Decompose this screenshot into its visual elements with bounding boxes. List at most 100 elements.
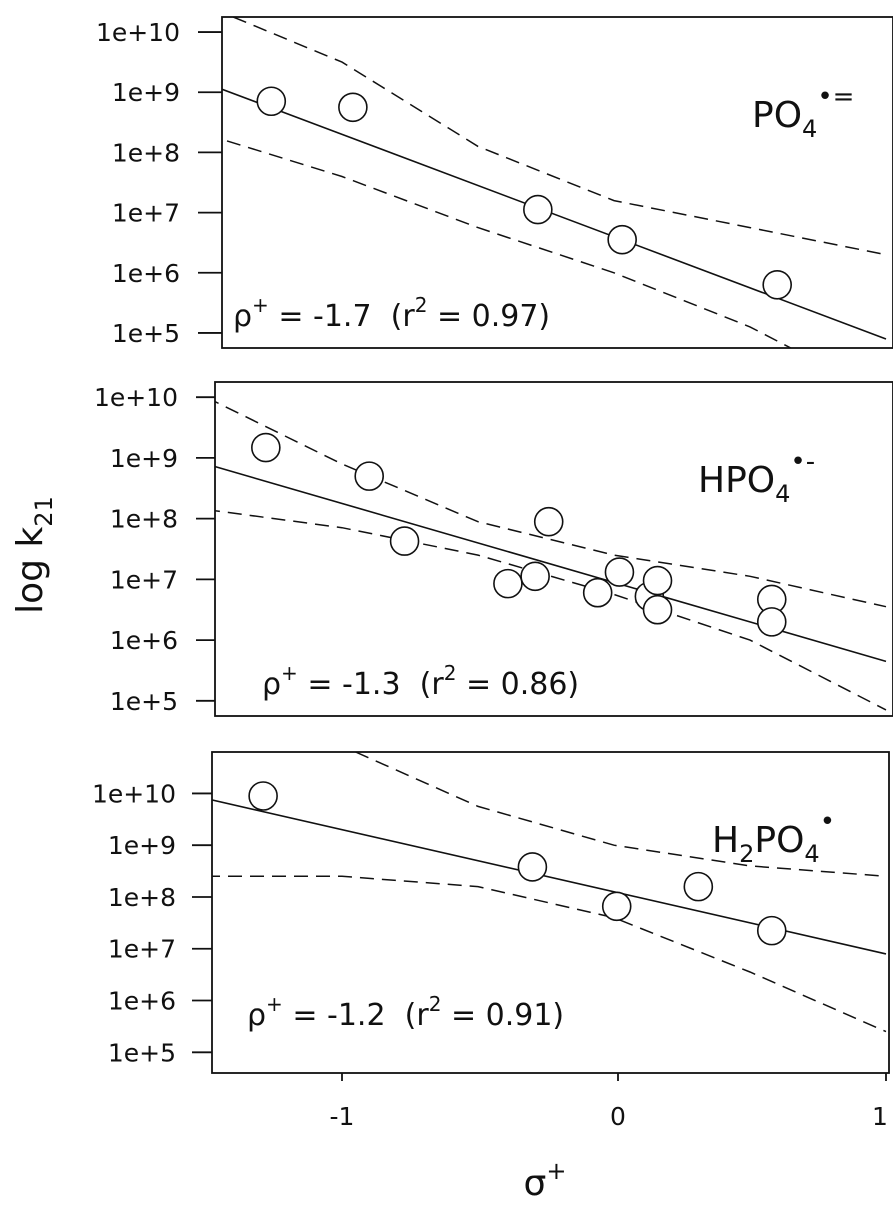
- species-label: HPO4•-: [698, 447, 815, 508]
- y-tick-label: 1e+9: [110, 444, 178, 473]
- species-label: PO4•=: [752, 82, 854, 143]
- data-point: [493, 568, 523, 599]
- annotation-gap: [386, 998, 405, 1033]
- data-point: [251, 432, 281, 463]
- fit-annotation: ρ+ = -1.3 (r2 = 0.86): [262, 661, 579, 702]
- x-tick-label: 0: [610, 1102, 626, 1131]
- y-axis-title: log k21: [10, 496, 58, 614]
- confidence-band-upper: [215, 400, 887, 608]
- rho-symbol: ρ: [233, 299, 252, 334]
- species-base: PO: [752, 95, 802, 136]
- data-point: [533, 506, 564, 537]
- species-base: H: [712, 820, 739, 861]
- r-label: (r: [420, 667, 445, 702]
- rho-value: = -1.7: [269, 299, 372, 334]
- panel-2: 1e+5 1e+6 1e+7 1e+8 1e+9 1e+10 HPO4•- ρ+ = -1.3…: [94, 381, 893, 717]
- y-axis-title-base: log k: [10, 527, 51, 614]
- data-point: [582, 577, 613, 608]
- data-point: [338, 92, 368, 123]
- x-axis-title: σ+: [524, 1157, 567, 1204]
- plot-area: [215, 400, 887, 711]
- panel-frame: [214, 381, 893, 717]
- species-base: HPO: [698, 460, 775, 501]
- species-sub: 4: [775, 480, 790, 508]
- r-value: = 0.97): [427, 299, 550, 334]
- panel-frame: [211, 751, 890, 1074]
- data-point: [756, 915, 787, 946]
- data-point: [756, 607, 787, 637]
- species-sub-2: 4: [804, 840, 819, 868]
- r-sup: 2: [444, 661, 457, 685]
- data-point: [642, 594, 673, 625]
- species-base-2: PO: [754, 820, 804, 861]
- y-tick-label: 1e+10: [96, 18, 180, 47]
- rho-symbol: ρ: [262, 667, 281, 702]
- r-label: (r: [405, 998, 430, 1033]
- y-tick-label: 1e+10: [92, 779, 176, 808]
- r-value: = 0.86): [456, 667, 579, 702]
- y-tick-label: 1e+9: [112, 78, 180, 107]
- plot-area: [212, 752, 887, 1033]
- x-tick-label: 1: [872, 1102, 888, 1131]
- species-sub: 4: [802, 115, 817, 143]
- data-point: [520, 561, 550, 592]
- species-sup: •-: [790, 447, 815, 477]
- rho-value: = -1.3: [298, 667, 401, 702]
- x-axis: -1 0 1: [330, 1073, 888, 1131]
- rho-sup: +: [252, 293, 269, 317]
- confidence-band-lower: [222, 138, 792, 348]
- y-axis-title-sub: 21: [30, 496, 58, 527]
- species-sub: 2: [739, 840, 754, 868]
- data-point: [523, 194, 553, 225]
- y-tick-label: 1e+6: [108, 987, 176, 1016]
- y-tick-label: 1e+5: [108, 1038, 176, 1067]
- x-axis-title-base: σ: [524, 1163, 547, 1204]
- y-tick-label: 1e+8: [110, 505, 178, 534]
- y-tick-label: 1e+6: [110, 626, 178, 655]
- panel-1: 1e+5 1e+6 1e+7 1e+8 1e+9 1e+10 PO4•= ρ+ = -1.7 …: [96, 16, 893, 349]
- y-tick-label: 1e+8: [112, 138, 180, 167]
- annotation-gap: [401, 667, 420, 702]
- r-label: (r: [391, 299, 416, 334]
- y-tick-label: 1e+6: [112, 259, 180, 288]
- panel-frame: [221, 16, 893, 349]
- data-point: [256, 86, 287, 117]
- y-tick-label: 1e+7: [110, 565, 178, 594]
- data-point: [389, 526, 420, 556]
- y-tick-label: 1e+9: [108, 831, 176, 860]
- y-tick-label: 1e+5: [112, 319, 180, 348]
- data-point: [248, 781, 278, 811]
- r-sup: 2: [429, 992, 442, 1016]
- y-tick-label: 1e+10: [94, 383, 178, 412]
- confidence-band-lower: [212, 875, 887, 1033]
- data-point: [604, 557, 635, 587]
- y-tick-label: 1e+8: [108, 883, 176, 912]
- data-point: [354, 461, 385, 491]
- species-label: H2PO4•: [712, 807, 835, 868]
- y-tick-label: 1e+7: [112, 199, 180, 228]
- rho-sup: +: [266, 992, 283, 1016]
- data-point: [642, 565, 673, 596]
- r-value: = 0.91): [441, 998, 564, 1033]
- r-sup: 2: [415, 293, 428, 317]
- species-sup: •: [820, 807, 835, 837]
- confidence-band-upper: [232, 17, 887, 256]
- rho-value: = -1.2: [283, 998, 386, 1033]
- data-point: [683, 871, 714, 902]
- x-tick-label: -1: [330, 1102, 355, 1131]
- data-point: [517, 852, 548, 882]
- data-point: [762, 270, 793, 300]
- x-axis-title-sup: +: [546, 1157, 566, 1185]
- data-point: [607, 224, 637, 255]
- species-sup: •=: [817, 82, 854, 112]
- rho-sup: +: [281, 661, 298, 685]
- y-tick-label: 1e+5: [110, 687, 178, 716]
- fit-annotation: ρ+ = -1.7 (r2 = 0.97): [233, 293, 550, 334]
- annotation-gap: [372, 299, 391, 334]
- fit-annotation: ρ+ = -1.2 (r2 = 0.91): [247, 992, 564, 1033]
- rho-symbol: ρ: [247, 998, 266, 1033]
- y-tick-label: 1e+7: [108, 935, 176, 964]
